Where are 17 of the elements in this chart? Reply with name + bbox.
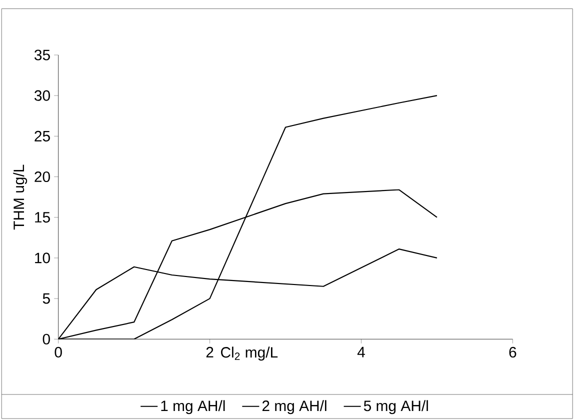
y-tick-label: 10 xyxy=(35,252,50,264)
y-tick-label: 20 xyxy=(34,171,50,182)
y-tick-label: 5 xyxy=(42,293,50,304)
x-tick-label: 2 xyxy=(206,346,214,358)
y-tick-label: 25 xyxy=(34,130,50,142)
y-tick-label: 0 xyxy=(42,334,50,344)
y-tick-label: 35 xyxy=(34,50,50,60)
x-tick-label: 4 xyxy=(357,346,365,358)
legend-label: 5 mg AH/l xyxy=(364,400,428,414)
y-axis-title: THM ug/L xyxy=(13,164,28,230)
legend-label: 2 mg AH/l xyxy=(262,400,326,414)
x-tick-label: 0 xyxy=(54,346,62,358)
y-tick-label: 30 xyxy=(34,90,50,101)
x-axis-title: Cl$_{2}$ mg/L xyxy=(221,346,278,361)
y-tick-label: 15 xyxy=(35,212,50,223)
legend-label: 1 mg AH/l xyxy=(161,400,225,414)
x-tick-label: 6 xyxy=(509,346,516,358)
